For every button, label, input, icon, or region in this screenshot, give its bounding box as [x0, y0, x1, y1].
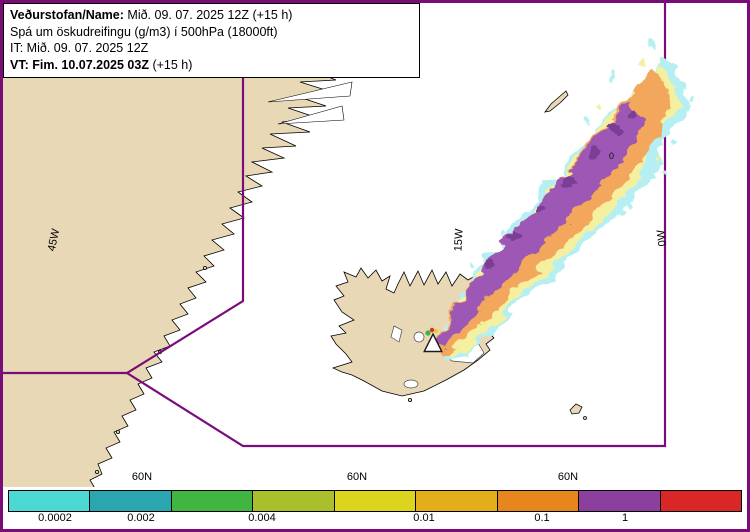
colorbar-segment-3: [171, 491, 254, 511]
plume-cyan-speckles: [468, 38, 691, 264]
plume-purple-core: [434, 100, 640, 344]
plume-yellow-speckles: [593, 57, 658, 158]
forecast-product-line: Spá um öskudreifingu (g/m3) í 500hPa (18…: [10, 24, 278, 39]
plume-value-label: 0: [609, 151, 615, 161]
colorbar-segment-5: [334, 491, 417, 511]
plume-dark-core-speckles: [482, 108, 634, 266]
colorbar-tick-label: 0.004: [248, 512, 276, 524]
faroe-islands: [569, 403, 587, 420]
forecast-name-value: Mið. 09. 07. 2025 12Z (+15 h): [127, 8, 293, 22]
colorbar-segment-9: [660, 491, 741, 511]
lat-label-60n-center: 60N: [346, 471, 368, 483]
scoresby-fjord: [267, 81, 353, 103]
colorbar-tick-label: 0.0002: [38, 512, 72, 524]
lon-label-0w: 0W: [655, 229, 669, 247]
colorbar-segment-6: [416, 491, 498, 511]
forecast-info-box: Veðurstofan/Name: Mið. 09. 07. 2025 12Z …: [3, 3, 420, 78]
ash-plume: [429, 38, 691, 356]
glacier-langjokull: [390, 325, 403, 343]
colorbar-segment-2: [90, 491, 172, 511]
forecast-init-line: IT: Mið. 09. 07. 2025 12Z: [10, 41, 149, 55]
source-green-dot: [425, 330, 431, 336]
colorbar-segment-8: [579, 491, 661, 511]
westman-islands: [407, 397, 412, 402]
volcano-source: [423, 327, 443, 353]
colorbar-tick-label: 0.002: [127, 512, 155, 524]
colorbar-segment-4: [253, 491, 335, 511]
forecast-valid-line: VT: Fim. 10.07.2025 03Z (+15 h): [10, 57, 413, 74]
jan-mayen-island: [544, 90, 569, 113]
colorbar-segment-1: [9, 491, 91, 511]
forecast-name-line: Veðurstofan/Name: Mið. 09. 07. 2025 12Z …: [10, 7, 413, 24]
lon-label-15w: 15W: [452, 228, 466, 252]
greenland-landmass: [0, 0, 353, 532]
colorbar-tick-label: 0.1: [534, 512, 550, 524]
glacier-hofsjokull: [413, 331, 425, 343]
source-red-dot: [429, 327, 435, 333]
volcano-triangle-marker: [423, 332, 443, 353]
glacier-myrdalsjokull: [403, 379, 419, 389]
colorbar-segment-7: [497, 491, 580, 511]
colorbar-tick-label: 0.01: [413, 512, 435, 524]
concentration-colorbar: [8, 490, 742, 512]
lat-label-60n-west: 60N: [131, 471, 153, 483]
forecast-name-label: Veðurstofan/Name:: [10, 8, 124, 22]
scoresby-fjord-branch: [277, 105, 345, 125]
lat-label-60n-east: 60N: [557, 471, 579, 483]
colorbar-tick-label: 1: [621, 512, 629, 524]
source-yellow-dot: [434, 329, 438, 333]
forecast-valid-bold: VT: Fim. 10.07.2025 03Z: [10, 57, 149, 72]
forecast-valid-rest: (+15 h): [152, 57, 193, 72]
